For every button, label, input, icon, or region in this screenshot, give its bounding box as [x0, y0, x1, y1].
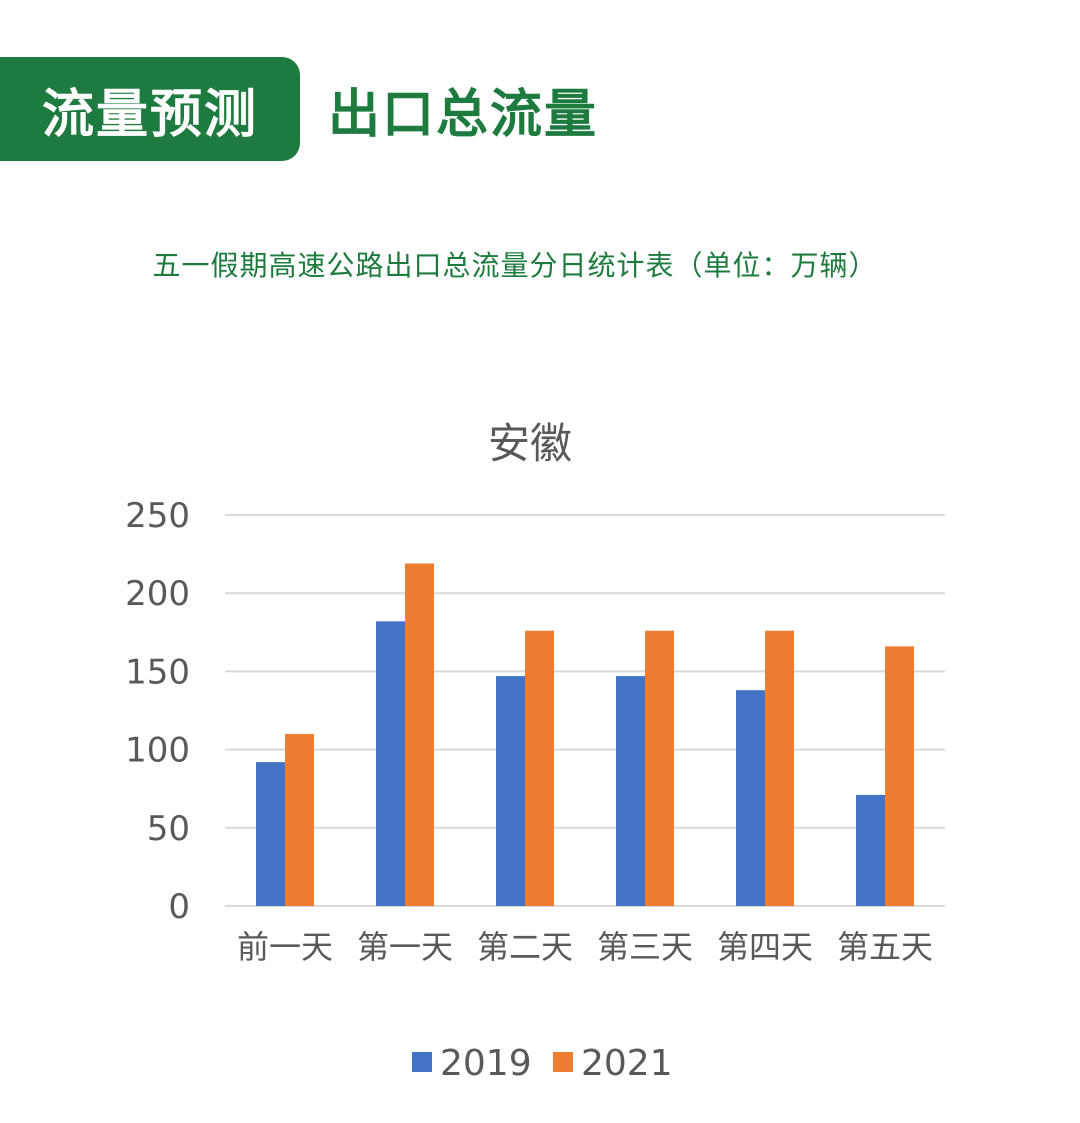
- bar-2021-0: [285, 733, 314, 906]
- bar-2019-3: [616, 676, 645, 906]
- x-tick-label: 第三天: [597, 928, 693, 966]
- legend-swatch-2021: [553, 1052, 573, 1072]
- y-tick-label: 250: [125, 496, 190, 536]
- bar-2021-1: [405, 563, 434, 906]
- table-subtitle: 五一假期高速公路出口总流量分日统计表（单位：万辆）: [152, 249, 878, 282]
- legend-label-2019: 2019: [440, 1043, 532, 1084]
- x-tick-label: 第四天: [717, 928, 813, 966]
- bars: [256, 563, 914, 906]
- bar-2021-5: [885, 646, 914, 906]
- y-tick-label: 50: [147, 809, 190, 849]
- legend: 2019 2021: [412, 1043, 673, 1084]
- y-tick-label: 150: [125, 652, 190, 692]
- section-badge: 流量预测: [0, 57, 300, 161]
- y-tick-label: 0: [168, 887, 190, 927]
- x-tick-label: 前一天: [237, 928, 333, 966]
- bar-2019-4: [736, 690, 765, 906]
- legend-label-2021: 2021: [581, 1043, 673, 1084]
- bar-2021-3: [645, 630, 674, 906]
- bar-2019-2: [496, 676, 525, 906]
- bar-chart: 安徽 0 50 100 150 200 250 前一天 第一天 第二天 第三天 第四天 第五天 20…: [125, 419, 945, 1084]
- section-title: 出口总流量: [328, 84, 599, 145]
- legend-swatch-2019: [412, 1052, 432, 1072]
- chart-title: 安徽: [488, 419, 572, 468]
- x-tick-label: 第五天: [837, 928, 933, 966]
- bar-2021-4: [765, 630, 794, 906]
- bar-2019-0: [256, 762, 285, 906]
- bar-2021-2: [525, 630, 554, 906]
- x-tick-label: 第一天: [357, 928, 453, 966]
- x-tick-label: 第二天: [477, 928, 573, 966]
- y-axis-ticks: 0 50 100 150 200 250: [125, 496, 190, 927]
- bar-2019-5: [856, 794, 885, 906]
- y-tick-label: 100: [125, 731, 190, 771]
- bar-2019-1: [376, 621, 405, 906]
- x-axis-ticks: 前一天 第一天 第二天 第三天 第四天 第五天: [237, 928, 933, 966]
- y-tick-label: 200: [125, 574, 190, 614]
- gridlines: [225, 514, 945, 907]
